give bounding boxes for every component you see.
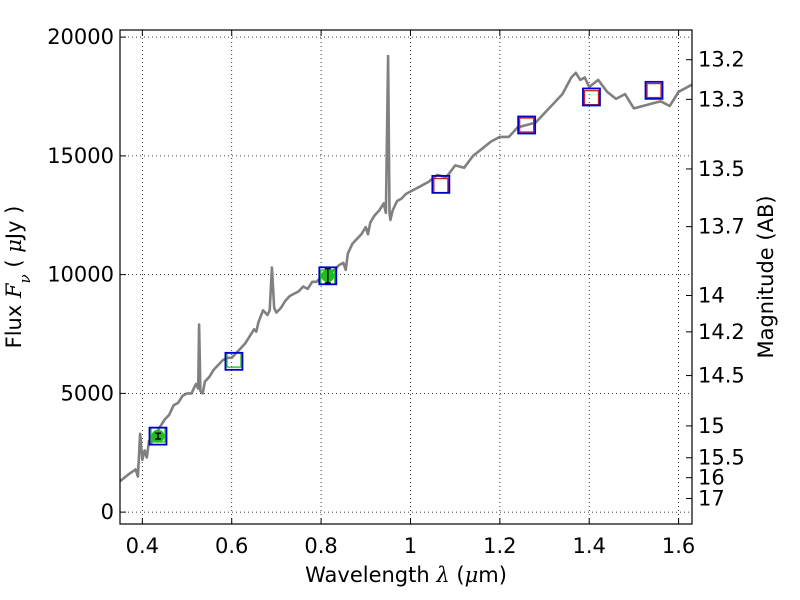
x-tick-label: 0.8 <box>304 534 337 558</box>
x-tick-label: 1.4 <box>573 534 606 558</box>
magnitude-tick-label: 13.3 <box>698 87 745 111</box>
observed-flux-box <box>582 87 601 107</box>
y2-axis-label: Magnitude (AB) <box>754 195 778 358</box>
tick-marks <box>120 30 692 524</box>
magnitude-tick-label: 15 <box>698 414 725 438</box>
y-axis-label: Flux Fν ( μJy ) <box>2 206 34 349</box>
magnitude-tick-label: 14 <box>698 284 725 308</box>
photometry-point-u <box>148 426 168 446</box>
grid-lines <box>120 30 692 524</box>
observed-flux-box <box>148 426 168 446</box>
magnitude-tick-label: 14.2 <box>698 320 745 344</box>
photometry-point-J <box>517 115 537 135</box>
y-tick-label: 15000 <box>47 144 114 168</box>
y-tick-label: 0 <box>101 500 114 524</box>
magnitude-tick-label: 15.5 <box>698 446 745 470</box>
magnitude-tick-label: 17 <box>698 486 725 510</box>
x-tick-label: 0.6 <box>215 534 248 558</box>
plot-frame <box>119 29 693 525</box>
spectrum-line <box>119 54 693 483</box>
x-tick-label: 1.6 <box>662 534 695 558</box>
magnitude-tick-label: 13.7 <box>698 215 745 239</box>
y-tick-labels: 0 5000 10000 15000 20000 <box>47 25 114 524</box>
model-flux-square <box>433 177 449 194</box>
photometry-point-Y <box>431 174 451 194</box>
observed-flux-box <box>318 266 338 286</box>
series-layer <box>119 54 693 483</box>
magnitude-tick-label: 13.2 <box>698 48 745 72</box>
model-flux-square <box>583 90 600 106</box>
observed-flux-box <box>644 80 664 100</box>
photometry-points <box>148 80 664 446</box>
observed-flux-box <box>431 174 451 194</box>
photometry-point-i <box>318 266 338 286</box>
photometry-point-K <box>644 80 664 100</box>
y-tick-label: 20000 <box>47 25 114 49</box>
y-tick-label: 10000 <box>47 263 114 287</box>
model-flux-square <box>646 82 662 99</box>
magnitude-tick-label: 13.5 <box>698 157 745 181</box>
photometry-point-H <box>582 87 601 107</box>
y-tick-label: 5000 <box>61 381 114 405</box>
x-tick-label: 1 <box>404 534 417 558</box>
magnitude-tick-label: 16 <box>698 466 725 490</box>
x-tick-labels: 0.4 0.6 0.8 1 1.2 1.4 1.6 <box>126 534 696 558</box>
x-tick-label: 1.2 <box>483 534 516 558</box>
magnitude-tick-label: 14.5 <box>698 364 745 388</box>
x-axis-label: Wavelength λ (μm) <box>305 563 507 587</box>
observed-flux-box <box>517 115 537 135</box>
observed-flux-box <box>224 351 244 371</box>
x-tick-label: 0.4 <box>126 534 159 558</box>
model-flux-square <box>519 117 535 133</box>
photometry-point-r <box>224 351 244 371</box>
